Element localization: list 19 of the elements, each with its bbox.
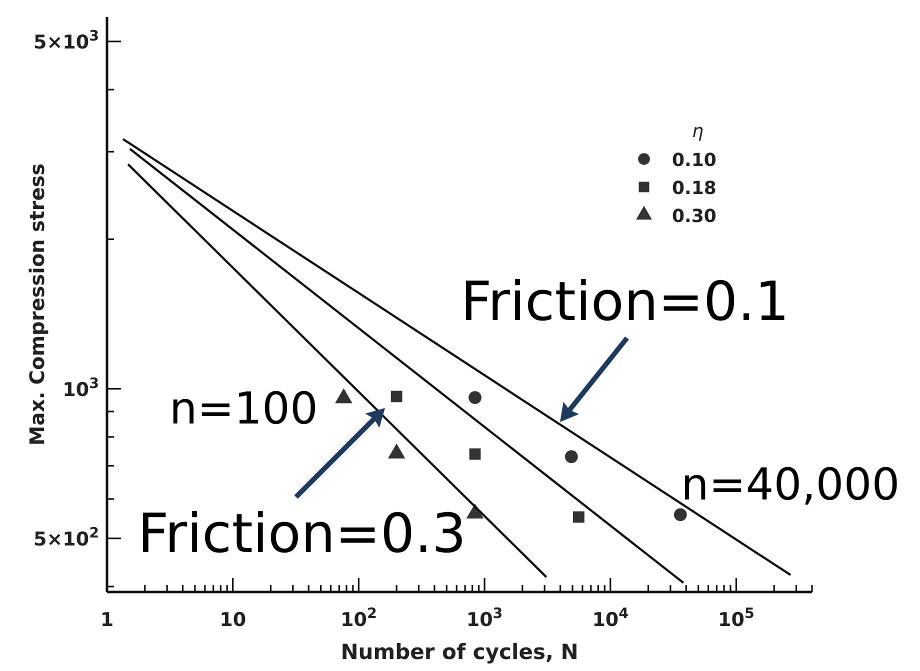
x-tick-label: 1 xyxy=(100,609,114,631)
legend-label: 0.10 xyxy=(672,150,716,171)
y-tick-label: 5×10$^{3}$ xyxy=(33,28,99,54)
y-tick-label: 10$^{3}$ xyxy=(62,376,99,401)
x-axis-title: Number of cycles, N xyxy=(340,640,578,664)
legend-title: η xyxy=(692,121,704,142)
annotation: Friction=0.3 xyxy=(138,502,466,565)
x-tick-label: 10 xyxy=(220,609,246,631)
annotation: n=40,000 xyxy=(681,460,900,511)
annotation: n=100 xyxy=(169,383,318,434)
y-axis-title: Max. Compression stress xyxy=(25,163,49,446)
y-tick-label: 5×10$^{2}$ xyxy=(33,525,99,550)
x-tick-label: 10$^{5}$ xyxy=(718,606,754,631)
x-tick-label: 10$^{2}$ xyxy=(340,606,377,631)
x-tick-label: 10$^{3}$ xyxy=(466,606,503,631)
legend-label: 0.18 xyxy=(672,178,716,199)
x-tick-label: 10$^{4}$ xyxy=(592,606,629,631)
legend-label: 0.30 xyxy=(672,206,716,227)
annotation: Friction=0.1 xyxy=(460,270,790,333)
